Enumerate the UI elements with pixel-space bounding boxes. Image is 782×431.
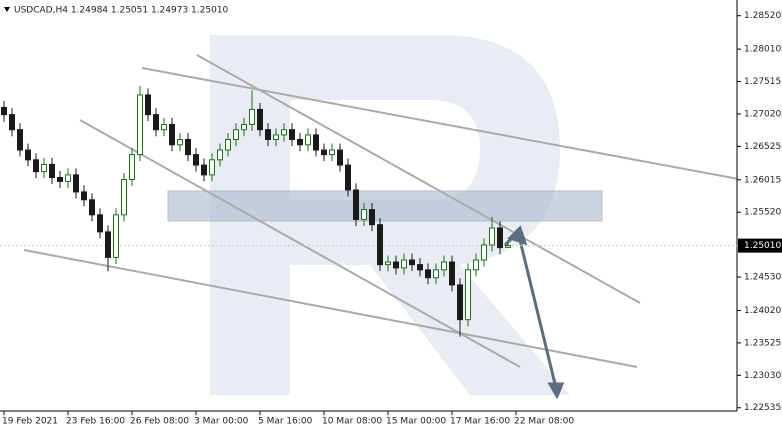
price-axis-bg — [737, 0, 782, 431]
candle-body — [337, 149, 343, 166]
candle-body — [129, 154, 135, 180]
y-tick-label: 1.25520 — [744, 208, 781, 218]
candle-body — [217, 149, 223, 161]
y-tick-label: 1.24530 — [744, 273, 781, 283]
y-tick-label: 1.27515 — [744, 77, 781, 87]
x-tick-label: 15 Mar 00:00 — [386, 417, 446, 427]
candle-body — [361, 209, 367, 220]
forecast-arrow — [503, 225, 565, 400]
candle-body — [17, 129, 23, 151]
candle-body — [41, 163, 47, 173]
candle-body — [225, 139, 231, 151]
candle-body — [297, 139, 303, 146]
candle-body — [497, 227, 503, 249]
candle-body — [145, 94, 151, 116]
candle-body — [329, 149, 335, 156]
candle-body — [449, 261, 455, 286]
y-tick-label: 1.28520 — [744, 11, 781, 21]
candle-body — [465, 269, 471, 321]
candle-body — [417, 264, 423, 271]
x-tick-label: 23 Feb 16:00 — [66, 417, 125, 427]
candle-body — [161, 123, 167, 131]
candle-body — [441, 261, 447, 271]
x-tick-label: 22 Mar 08:00 — [514, 417, 574, 427]
candle-body — [273, 134, 279, 141]
y-tick-label: 1.27020 — [744, 109, 781, 119]
x-tick-label: 19 Feb 2021 — [2, 417, 58, 427]
candle-body — [57, 177, 63, 182]
candle-body — [241, 123, 247, 131]
candle-body — [473, 259, 479, 271]
chart-title: USDCAD,H4 1.24984 1.25051 1.24973 1.2501… — [14, 6, 229, 16]
candle-body — [345, 164, 351, 191]
x-tick-label: 5 Mar 16:00 — [258, 417, 313, 427]
candle-body — [81, 191, 87, 201]
candle-body — [193, 154, 199, 166]
current-price-box — [738, 238, 782, 253]
candle-body — [153, 114, 159, 131]
candle-body — [105, 231, 111, 258]
candle-body — [313, 134, 319, 151]
candle-body — [385, 261, 391, 266]
candle-body — [425, 269, 431, 279]
candle-body — [113, 214, 119, 258]
candle-body — [9, 114, 15, 131]
candle-body — [393, 261, 399, 269]
candle-body — [481, 244, 487, 261]
candle-body — [121, 178, 127, 216]
candle-body — [353, 189, 359, 220]
candle-body — [185, 139, 191, 156]
zone-rectangle — [167, 190, 603, 222]
candle-body — [489, 227, 495, 246]
candle-body — [305, 134, 311, 146]
candle-body — [265, 129, 271, 141]
candle-body — [233, 129, 239, 141]
x-tick-label: 17 Mar 16:00 — [450, 417, 510, 427]
candle-body — [49, 163, 55, 179]
x-tick-label: 3 Mar 00:00 — [194, 417, 249, 427]
trend-lines — [23, 54, 761, 368]
candle-body — [369, 209, 375, 226]
candle-body — [201, 164, 207, 176]
candle-body — [321, 149, 327, 156]
y-tick-label: 1.23525 — [744, 338, 781, 348]
candle-body — [1, 106, 7, 116]
x-tick-label: 10 Mar 08:00 — [322, 417, 382, 427]
candle-body — [457, 284, 463, 321]
candle-body — [209, 159, 215, 176]
candle-body — [289, 129, 295, 141]
candle-body — [409, 259, 415, 266]
x-tick-label: 26 Feb 08:00 — [130, 417, 189, 427]
candle-body — [249, 108, 255, 125]
candle-body — [33, 159, 39, 173]
candle-body — [177, 139, 183, 146]
candle-body — [169, 123, 175, 146]
y-tick-label: 1.28010 — [744, 45, 781, 55]
y-tick-label: 1.26525 — [744, 142, 781, 152]
candle-body — [257, 108, 263, 131]
candle-body — [25, 149, 31, 161]
candle-body — [377, 224, 383, 266]
candle-body — [281, 129, 287, 136]
y-tick-label: 1.23030 — [744, 371, 781, 381]
candle-body — [73, 174, 79, 193]
candle-body — [433, 269, 439, 279]
y-tick-label: 1.22535 — [744, 403, 781, 413]
menu-triangle[interactable] — [4, 7, 10, 12]
candle-body — [89, 199, 95, 216]
current-price-label: 1.25010 — [744, 241, 781, 251]
candle-body — [65, 174, 71, 182]
candle-body — [137, 94, 143, 156]
y-tick-label: 1.26015 — [744, 175, 781, 185]
y-tick-label: 1.24020 — [744, 306, 781, 316]
candle-body — [505, 245, 511, 248]
candle-body — [97, 214, 103, 233]
candle-body — [401, 259, 407, 269]
